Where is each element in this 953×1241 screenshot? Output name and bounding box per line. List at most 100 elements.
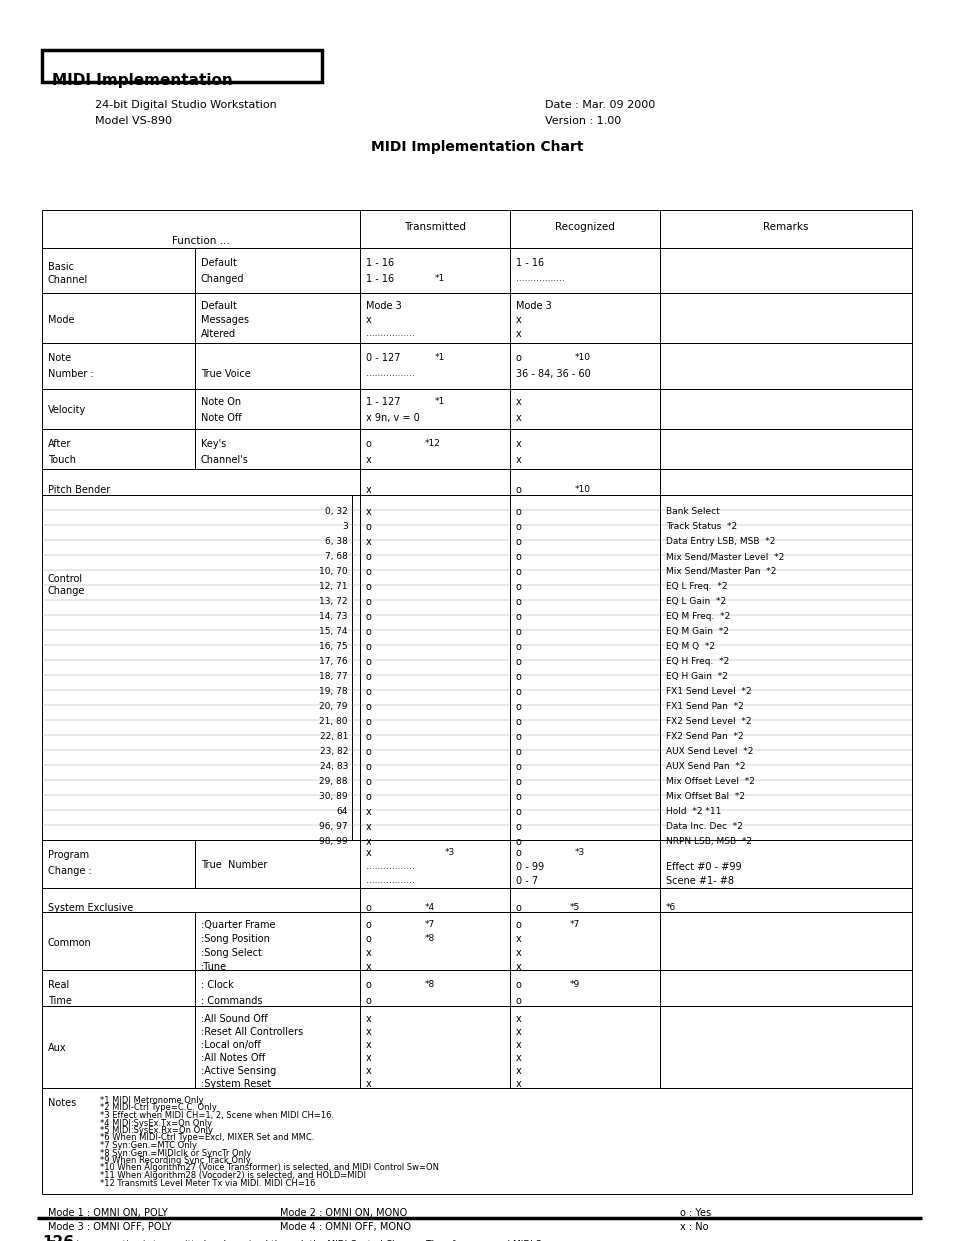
Text: x: x	[366, 1066, 372, 1076]
Text: o: o	[366, 702, 372, 712]
Text: :Local on/off: :Local on/off	[201, 1040, 260, 1050]
Text: 14, 73: 14, 73	[319, 612, 348, 620]
Text: o: o	[516, 792, 521, 802]
Text: AUX Send Level  *2: AUX Send Level *2	[665, 747, 753, 756]
Text: o: o	[366, 934, 372, 944]
Text: o: o	[366, 747, 372, 757]
Text: x: x	[366, 962, 372, 972]
Text: 126: 126	[42, 1235, 74, 1241]
Text: Default: Default	[201, 302, 236, 311]
Text: EQ M Q  *2: EQ M Q *2	[665, 642, 714, 652]
Text: Key's: Key's	[201, 439, 226, 449]
Text: o: o	[366, 567, 372, 577]
Text: o: o	[516, 822, 521, 831]
Text: Recognized: Recognized	[555, 222, 615, 232]
Text: o: o	[366, 997, 372, 1006]
Text: EQ H Freq.  *2: EQ H Freq. *2	[665, 656, 728, 666]
Text: FX2 Send Level  *2: FX2 Send Level *2	[665, 717, 751, 726]
Text: *5 MIDI:SysEx.Rx=On Only: *5 MIDI:SysEx.Rx=On Only	[100, 1126, 213, 1136]
Text: *7: *7	[424, 920, 435, 930]
Text: 1 - 16: 1 - 16	[516, 258, 543, 268]
Text: EQ M Freq.  *2: EQ M Freq. *2	[665, 612, 729, 620]
Text: Track Status  *2: Track Status *2	[665, 522, 737, 531]
Text: 0 - 99: 0 - 99	[516, 862, 543, 872]
Text: True  Number: True Number	[201, 860, 267, 870]
Text: .................: .................	[516, 274, 564, 283]
Text: 29, 88: 29, 88	[319, 777, 348, 786]
Text: o: o	[366, 732, 372, 742]
Text: o: o	[516, 627, 521, 637]
Text: x: x	[366, 1028, 372, 1037]
Text: *6: *6	[665, 903, 676, 912]
Text: x: x	[516, 1014, 521, 1024]
Text: : Commands: : Commands	[201, 997, 262, 1006]
Text: o: o	[516, 671, 521, 683]
Text: o: o	[366, 597, 372, 607]
Text: x: x	[516, 1054, 521, 1064]
Text: 13, 72: 13, 72	[319, 597, 348, 606]
Text: Number :: Number :	[48, 369, 93, 379]
Text: o: o	[516, 688, 521, 697]
Text: x: x	[366, 948, 372, 958]
Text: x: x	[366, 1054, 372, 1064]
Text: :Quarter Frame: :Quarter Frame	[201, 920, 275, 930]
Text: x: x	[366, 1078, 372, 1090]
Text: 20, 79: 20, 79	[319, 702, 348, 711]
Text: *8: *8	[424, 934, 435, 943]
Text: 17, 76: 17, 76	[319, 656, 348, 666]
Text: *7 Syn:Gen.=MTC Only: *7 Syn:Gen.=MTC Only	[100, 1140, 196, 1150]
Text: Channel: Channel	[48, 276, 89, 285]
Text: x: x	[366, 807, 372, 817]
Text: o: o	[516, 537, 521, 547]
Text: o: o	[516, 612, 521, 622]
Text: o: o	[516, 642, 521, 652]
Text: Default: Default	[201, 258, 236, 268]
Text: o: o	[366, 522, 372, 532]
Text: Common: Common	[48, 938, 91, 948]
Text: 15, 74: 15, 74	[319, 627, 348, 635]
Text: Note: Note	[48, 352, 71, 364]
Text: Date : Mar. 09 2000: Date : Mar. 09 2000	[544, 101, 655, 110]
Text: MIDI Implementation: MIDI Implementation	[52, 73, 233, 88]
Text: True Voice: True Voice	[201, 369, 251, 379]
Text: Real: Real	[48, 980, 70, 990]
Text: Time: Time	[48, 997, 71, 1006]
Text: Scene #1- #8: Scene #1- #8	[665, 876, 733, 886]
Text: o: o	[516, 997, 521, 1006]
Text: 19, 78: 19, 78	[319, 688, 348, 696]
Text: o: o	[366, 717, 372, 727]
Text: Velocity: Velocity	[48, 405, 86, 414]
Text: 7, 68: 7, 68	[325, 552, 348, 561]
Text: 64: 64	[336, 807, 348, 817]
Text: *5: *5	[569, 903, 579, 912]
Text: EQ L Freq.  *2: EQ L Freq. *2	[665, 582, 727, 591]
Text: o: o	[366, 688, 372, 697]
Text: x: x	[516, 1040, 521, 1050]
Text: 24-bit Digital Studio Workstation: 24-bit Digital Studio Workstation	[95, 101, 276, 110]
Text: o: o	[516, 702, 521, 712]
Text: *8 Syn:Gen.=MIDIclk or SyncTr Only: *8 Syn:Gen.=MIDIclk or SyncTr Only	[100, 1148, 251, 1158]
Text: o: o	[516, 656, 521, 666]
Text: o: o	[516, 485, 521, 495]
Text: o: o	[366, 627, 372, 637]
Text: o: o	[516, 567, 521, 577]
Text: Mode: Mode	[48, 315, 74, 325]
Text: x: x	[516, 962, 521, 972]
Text: 10, 70: 10, 70	[319, 567, 348, 576]
Text: o: o	[516, 597, 521, 607]
Text: Data Inc. Dec  *2: Data Inc. Dec *2	[665, 822, 742, 831]
Text: 0 - 7: 0 - 7	[516, 876, 537, 886]
Text: :Reset All Controllers: :Reset All Controllers	[201, 1028, 303, 1037]
Text: Change :: Change :	[48, 866, 91, 876]
Text: Hold  *2 *11: Hold *2 *11	[665, 807, 720, 817]
Text: 96, 97: 96, 97	[319, 822, 348, 831]
Text: Mode 3: Mode 3	[516, 302, 551, 311]
Text: x: x	[516, 413, 521, 423]
Text: 21, 80: 21, 80	[319, 717, 348, 726]
Text: x: x	[516, 439, 521, 449]
Text: :Tune: :Tune	[201, 962, 227, 972]
Text: o: o	[366, 920, 372, 930]
Text: Bank Select: Bank Select	[665, 508, 719, 516]
Text: *1: *1	[435, 397, 445, 406]
Text: o: o	[516, 920, 521, 930]
